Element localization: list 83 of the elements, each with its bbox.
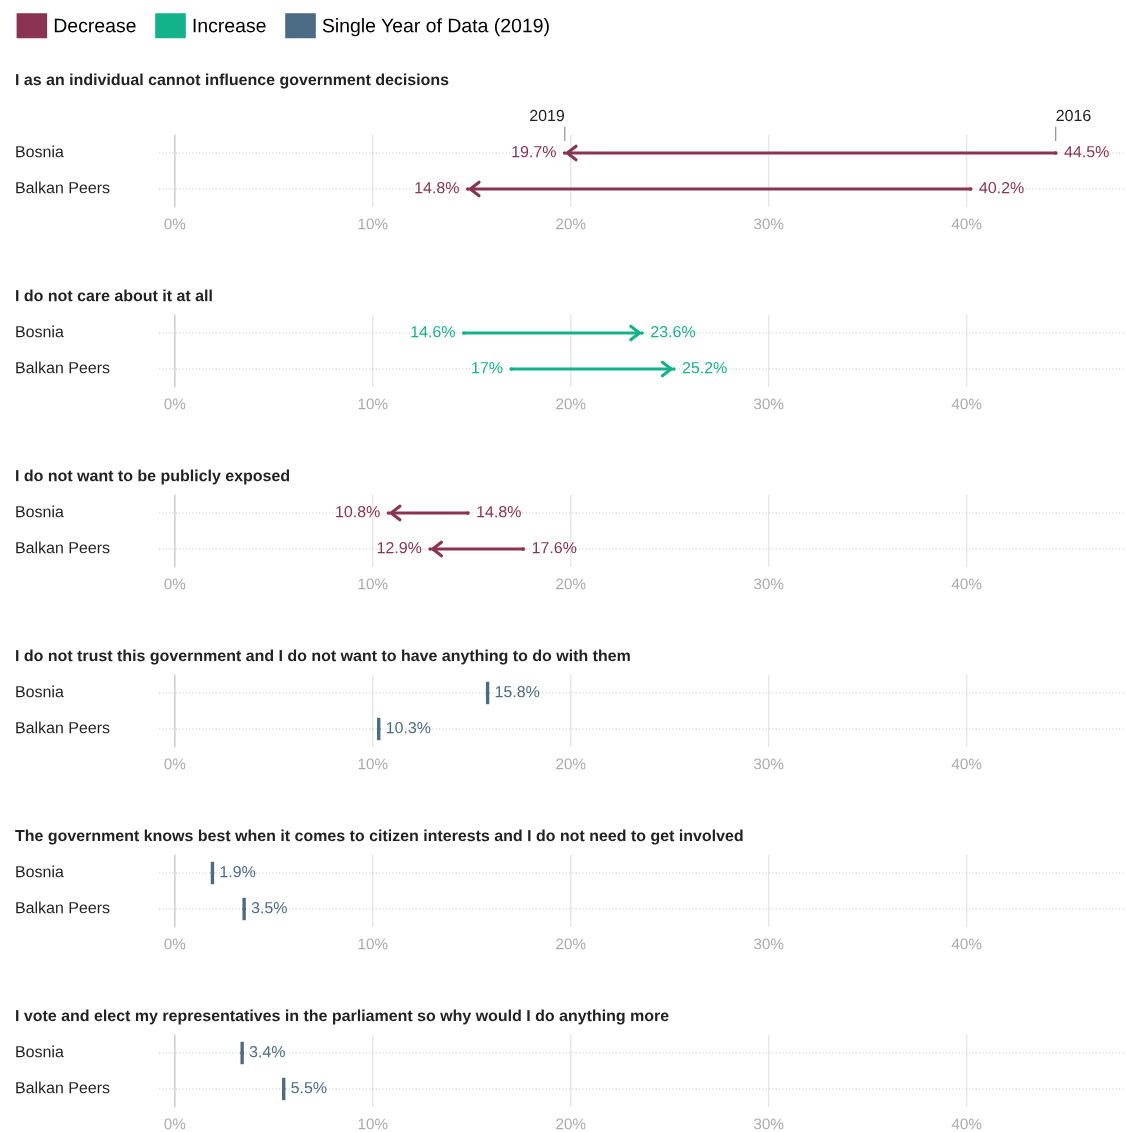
x-tick-label: 20%: [556, 938, 586, 950]
x-tick-label: 40%: [951, 758, 982, 770]
x-tick-label: 40%: [951, 938, 982, 950]
x-tick-label: 30%: [753, 398, 784, 410]
data-label: 3.4%: [249, 1045, 285, 1058]
x-tick-label: 30%: [753, 578, 784, 590]
annotation: 2016: [1056, 109, 1091, 122]
data-label: 14.8%: [415, 181, 459, 194]
legend-label: Increase: [193, 18, 266, 33]
x-tick-label: 0%: [164, 1118, 186, 1130]
y-tick-label: Bosnia: [16, 145, 64, 158]
x-tick-label: 10%: [358, 758, 388, 770]
data-label: 15.8%: [495, 685, 540, 698]
x-tick-label: 20%: [556, 758, 586, 770]
point: [465, 511, 470, 515]
x-tick-label: 40%: [951, 1118, 982, 1130]
y-tick-label: Balkan Peers: [16, 1081, 110, 1094]
data-label: 44.5%: [1064, 146, 1109, 158]
x-tick-label: 0%: [164, 218, 186, 230]
y-tick-label: Bosnia: [16, 325, 64, 338]
data-label: 10.8%: [336, 505, 380, 518]
x-tick-label: 30%: [753, 938, 784, 950]
data-label: 3.5%: [251, 901, 287, 914]
data-label: 5.5%: [291, 1082, 327, 1094]
x-tick-label: 0%: [164, 578, 186, 590]
annotation: 2019: [530, 109, 565, 122]
chart-title: I do not care about it at all: [16, 289, 212, 302]
point: [1053, 151, 1058, 155]
x-tick-label: 40%: [951, 218, 982, 230]
point: [428, 547, 433, 551]
data-label: 17%: [472, 362, 503, 374]
legend-label: Single Year of Data (2019): [322, 18, 549, 37]
point: [521, 547, 526, 551]
data-label: 1.9%: [220, 865, 256, 878]
data-label: 10.3%: [386, 721, 431, 734]
chart-title: I do not want to be publicly exposed: [16, 469, 290, 485]
x-tick-label: 0%: [164, 758, 186, 770]
legend-label: Decrease: [54, 18, 136, 33]
chart-title: I vote and elect my representatives in the parliament so why would I do anything more: [16, 1009, 669, 1025]
y-tick-label: Balkan Peers: [16, 361, 110, 374]
chart-title: I do not trust this government and I do not want to have anything to do with them: [16, 649, 630, 665]
x-tick-label: 20%: [556, 398, 586, 410]
point: [462, 331, 466, 335]
point: [386, 511, 391, 515]
x-tick-label: 30%: [753, 758, 784, 770]
y-tick-label: Bosnia: [16, 685, 64, 698]
y-tick-label: Balkan Peers: [16, 721, 110, 734]
y-tick-label: Balkan Peers: [16, 181, 110, 194]
x-tick-label: 10%: [358, 398, 388, 410]
data-label: 12.9%: [377, 541, 422, 554]
point: [671, 367, 676, 371]
x-tick-label: 10%: [358, 578, 388, 590]
point: [968, 187, 973, 191]
chart-title: The government knows best when it comes to citizen interests and I do not need to get involved: [15, 829, 743, 845]
data-label: 19.7%: [512, 145, 556, 158]
x-tick-label: 40%: [951, 398, 982, 410]
data-label: 23.6%: [651, 325, 696, 338]
y-tick-label: Bosnia: [16, 505, 64, 518]
x-tick-label: 30%: [753, 1118, 784, 1130]
point: [640, 331, 644, 335]
x-tick-label: 10%: [358, 1118, 388, 1130]
x-tick-label: 10%: [358, 938, 388, 950]
y-tick-label: Bosnia: [16, 865, 64, 878]
x-tick-label: 20%: [556, 1118, 586, 1130]
x-tick-label: 40%: [951, 578, 982, 590]
x-tick-label: 20%: [556, 218, 586, 230]
data-label: 25.2%: [682, 361, 727, 374]
chart-title: I as an individual cannot influence government decisions: [16, 73, 449, 89]
data-label: 40.2%: [979, 181, 1024, 194]
point: [562, 151, 567, 155]
x-tick-label: 0%: [164, 938, 186, 950]
y-tick-label: Bosnia: [16, 1045, 64, 1058]
x-tick-label: 10%: [358, 218, 388, 230]
data-label: 14.8%: [477, 505, 521, 518]
data-label: 17.6%: [532, 541, 577, 554]
y-tick-label: Balkan Peers: [16, 901, 110, 914]
x-tick-label: 0%: [164, 398, 186, 410]
point: [465, 187, 470, 191]
y-tick-label: Balkan Peers: [16, 541, 110, 554]
x-tick-label: 30%: [753, 218, 784, 230]
data-label: 14.6%: [411, 325, 455, 338]
point: [509, 367, 514, 371]
x-tick-label: 20%: [556, 578, 586, 590]
